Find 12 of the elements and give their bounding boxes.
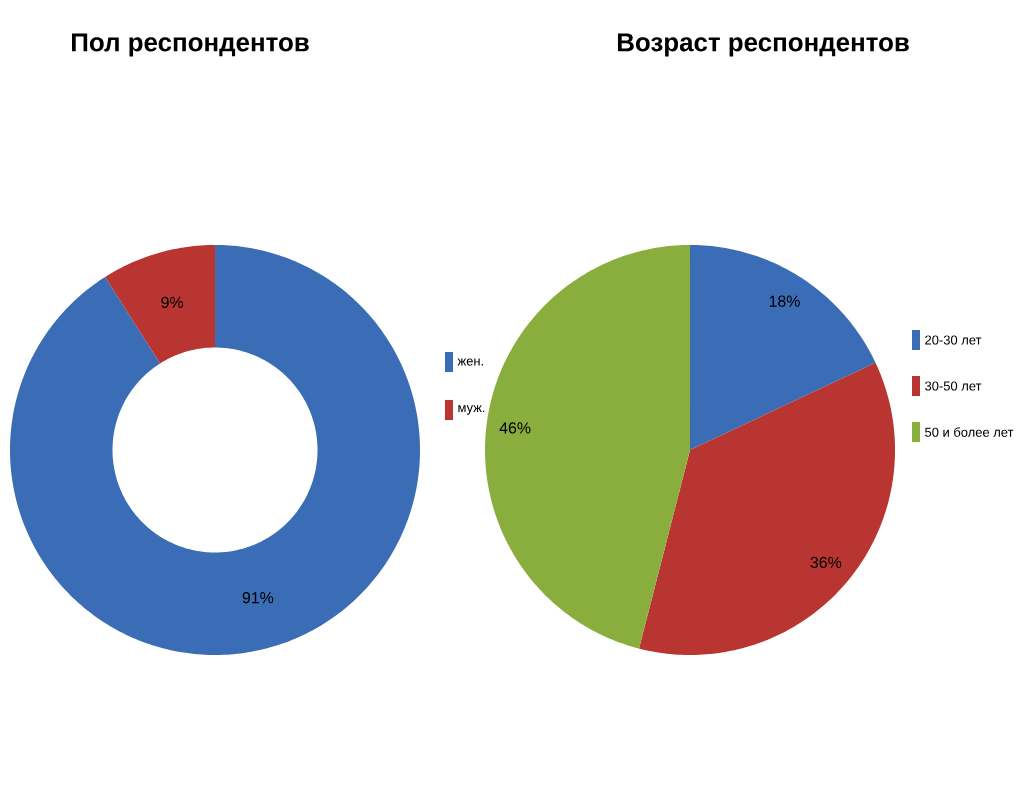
legend-label: муж. [458,405,485,415]
legend-label: 20-30 лет [925,335,982,345]
legend-label: 30-50 лет [925,381,982,391]
chart-title: Возраст респондентов [617,33,909,57]
data-label: 9% [161,296,184,308]
data-label: 91% [242,592,274,604]
legend-label: 50 и более лет [925,427,1014,437]
data-label: 18% [769,295,800,307]
data-label: 36% [810,556,842,569]
data-label: 46% [499,422,531,434]
chart-title: Пол респондентов [72,33,309,57]
legend-label: жен. [457,358,483,366]
